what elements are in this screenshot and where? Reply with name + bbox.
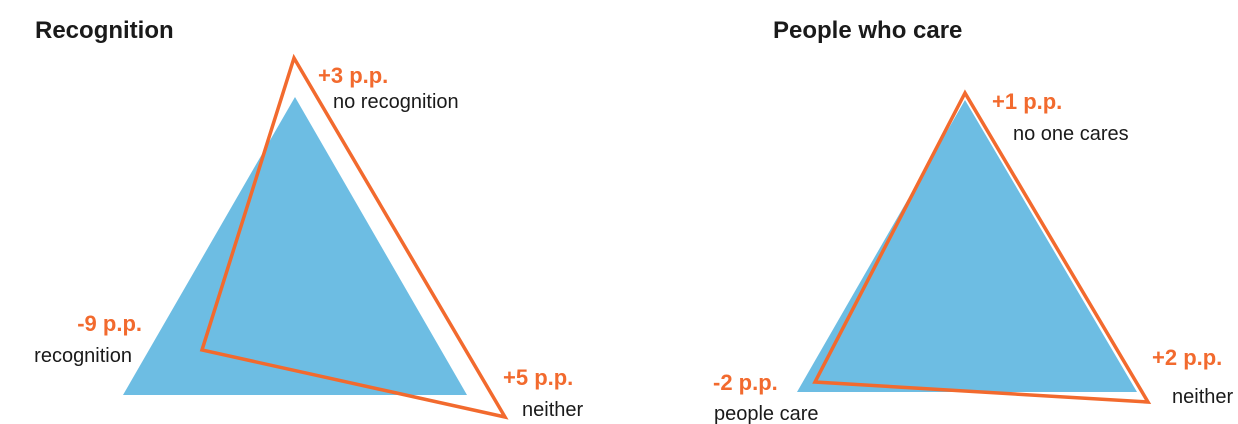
corner-label: neither	[522, 399, 583, 421]
corner-label: no recognition	[333, 91, 459, 113]
baseline-triangle	[797, 100, 1137, 392]
change-label: -9 p.p.	[77, 311, 142, 336]
panel-recognition: Recognition +3 p.p. no recognition -9 p.…	[34, 17, 583, 421]
baseline-triangle	[123, 97, 467, 395]
panel-title: People who care	[773, 17, 962, 44]
panel-title: Recognition	[35, 17, 174, 44]
corner-label: recognition	[34, 345, 132, 367]
corner-label: neither	[1172, 386, 1233, 408]
panel-people-who-care: People who care +1 p.p. no one cares -2 …	[713, 17, 1233, 424]
change-triangle	[199, 53, 509, 420]
change-label: +2 p.p.	[1152, 345, 1222, 370]
change-label: -2 p.p.	[713, 370, 778, 395]
change-label: +3 p.p.	[318, 63, 388, 88]
change-triangle	[812, 89, 1152, 404]
change-label: +5 p.p.	[503, 365, 573, 390]
corner-label: people care	[714, 403, 819, 424]
change-label: +1 p.p.	[992, 89, 1062, 114]
corner-label: no one cares	[1013, 123, 1129, 145]
